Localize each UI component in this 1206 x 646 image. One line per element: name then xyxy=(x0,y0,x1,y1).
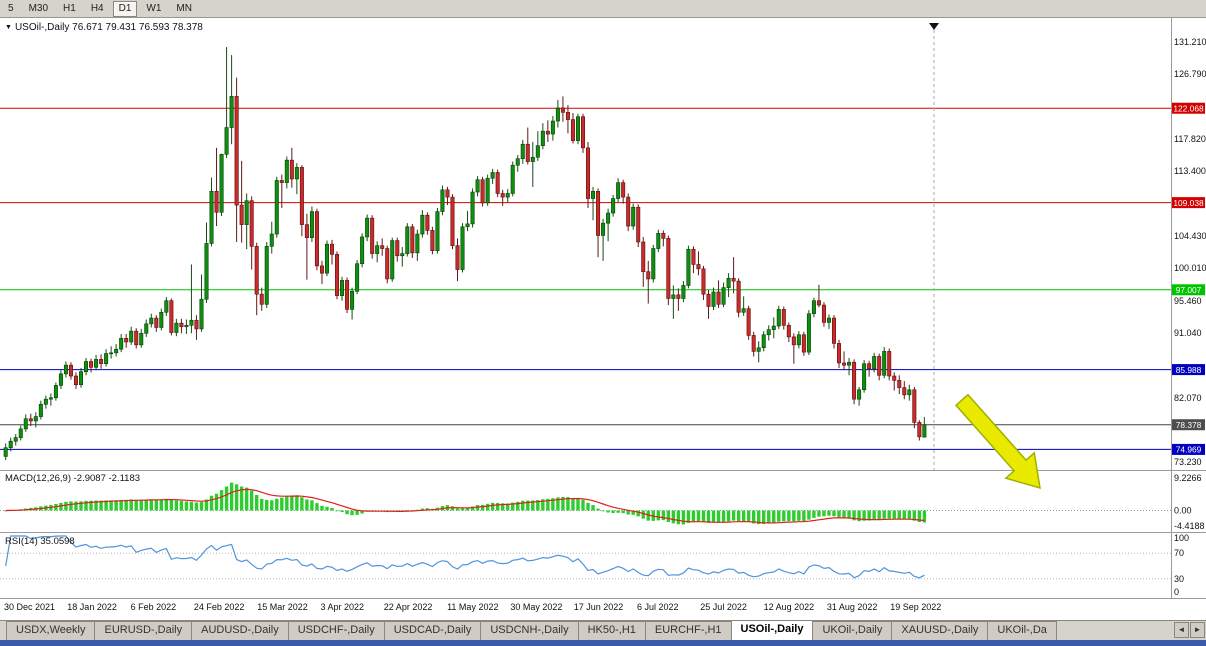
rsi-axis-label: 30 xyxy=(1174,574,1184,584)
macd-axis-label: 9.2266 xyxy=(1174,473,1202,483)
date-label: 11 May 2022 xyxy=(447,602,498,612)
date-label: 31 Aug 2022 xyxy=(827,602,878,612)
price-label-chip xyxy=(1172,443,1205,455)
date-label: 30 May 2022 xyxy=(510,602,562,612)
rsi-caption: RSI(14) 35.0598 xyxy=(5,536,75,547)
macd-axis-label: 0.00 xyxy=(1174,506,1192,516)
date-label: 18 Jan 2022 xyxy=(67,602,117,612)
symbol-tab-xauusd-daily[interactable]: XAUUSD-,Daily xyxy=(891,621,989,640)
y-axis-label: 95.460 xyxy=(1174,296,1202,306)
price-label-chip xyxy=(1172,284,1205,296)
timeframe-toolbar: 5 M30 H1 H4 D1 W1 MN xyxy=(0,0,1206,18)
symbol-tab-eurchf-h1[interactable]: EURCHF-,H1 xyxy=(644,621,732,640)
chart-dropdown-icon[interactable]: ▼ xyxy=(5,24,12,31)
price-label-chip xyxy=(1172,197,1205,209)
symbol-tab-ukoil-daily[interactable]: UKOil-,Daily xyxy=(812,621,893,640)
macd-signal-line xyxy=(5,488,925,524)
price-label-chip-text: 97.007 xyxy=(1176,285,1202,295)
date-label: 6 Jul 2022 xyxy=(637,602,679,612)
date-label: 3 Apr 2022 xyxy=(321,602,365,612)
timeframe-button-mn[interactable]: MN xyxy=(176,2,192,14)
y-axis-label: 82.070 xyxy=(1174,393,1202,403)
symbol-tab-usdchf-daily[interactable]: USDCHF-,Daily xyxy=(287,621,385,640)
bottom-strip xyxy=(0,640,1206,646)
price-axis: 131.210 126.790 117.820 113.400 104.430 100.0… xyxy=(1172,37,1206,597)
price-label-chip-text: 78.378 xyxy=(1176,420,1202,430)
rsi-axis-label: 0 xyxy=(1174,587,1179,597)
chart-canvas[interactable]: 131.210 126.790 117.820 113.400 104.430 100.0… xyxy=(0,18,1206,620)
y-axis-label: 126.790 xyxy=(1174,69,1206,79)
y-axis-label: 104.430 xyxy=(1174,231,1206,241)
macd-panel xyxy=(0,482,1171,525)
date-label: 15 Mar 2022 xyxy=(257,602,308,612)
timeframe-button-w1[interactable]: W1 xyxy=(146,2,162,14)
date-label: 30 Dec 2021 xyxy=(4,602,55,612)
timeframe-button-m30[interactable]: M30 xyxy=(28,2,49,14)
price-label-chip-text: 85.988 xyxy=(1176,365,1202,375)
macd-axis-label: -4.4188 xyxy=(1174,521,1205,531)
tab-scroll-right-icon[interactable]: ► xyxy=(1190,622,1205,638)
y-axis-label: 113.400 xyxy=(1174,166,1206,176)
timeframe-button-d1[interactable]: D1 xyxy=(112,0,138,17)
y-axis-label: 91.040 xyxy=(1174,328,1202,338)
macd-caption: MACD(12,26,9) -2.9087 -2.1183 xyxy=(5,473,141,484)
date-label: 22 Apr 2022 xyxy=(384,602,433,612)
timeframe-button-h4[interactable]: H4 xyxy=(90,2,104,14)
price-label-chip-text: 122.068 xyxy=(1173,103,1204,113)
rsi-axis-label: 70 xyxy=(1174,548,1184,558)
price-label-chip xyxy=(1172,102,1205,114)
price-label-chip xyxy=(1172,364,1205,376)
symbol-tab-ukoil-da[interactable]: UKOil-,Da xyxy=(987,621,1057,640)
date-label: 12 Aug 2022 xyxy=(764,602,815,612)
chart-title: ▼ USOil-,Daily 76.671 79.431 76.593 78.37… xyxy=(5,22,203,33)
timeframe-button-h1[interactable]: H1 xyxy=(63,2,76,14)
symbol-tab-hk50-h1[interactable]: HK50-,H1 xyxy=(577,621,646,640)
y-axis-label: 131.210 xyxy=(1174,37,1206,47)
date-axis: 30 Dec 2021 18 Jan 2022 6 Feb 2022 24 Feb 2… xyxy=(4,602,941,612)
rsi-line xyxy=(5,535,925,579)
symbol-tab-eurusd-daily[interactable]: EURUSD-,Daily xyxy=(94,621,193,640)
chart-title-text: USOil-,Daily 76.671 79.431 76.593 78.378 xyxy=(14,22,203,33)
trend-arrow-annotation[interactable] xyxy=(954,393,1041,490)
symbol-tab-bar: USDX,Weekly EURUSD-,Daily AUDUSD-,Daily USD… xyxy=(0,620,1206,640)
chart-shift-marker-icon[interactable] xyxy=(929,23,939,30)
symbol-tab-usoil-daily[interactable]: USOil-,Daily xyxy=(730,621,814,640)
y-axis-label: 100.010 xyxy=(1174,263,1206,273)
date-label: 24 Feb 2022 xyxy=(194,602,245,612)
symbol-tab-usdcad-daily[interactable]: USDCAD-,Daily xyxy=(383,621,482,640)
tab-scroll-left-icon[interactable]: ◄ xyxy=(1174,622,1189,638)
date-label: 25 Jul 2022 xyxy=(700,602,747,612)
symbol-tab-audusd-daily[interactable]: AUDUSD-,Daily xyxy=(191,621,289,640)
date-label: 17 Jun 2022 xyxy=(574,602,624,612)
rsi-panel xyxy=(0,535,1171,580)
rsi-axis-label: 100 xyxy=(1174,533,1189,543)
tab-scroll-buttons: ◄ ► xyxy=(1174,622,1205,638)
main-price-panel xyxy=(0,23,1171,470)
date-label: 6 Feb 2022 xyxy=(131,602,177,612)
y-axis-label: 73.230 xyxy=(1174,457,1202,467)
symbol-tab-usdcnh-daily[interactable]: USDCNH-,Daily xyxy=(480,621,579,640)
timeframe-button-5[interactable]: 5 xyxy=(8,2,14,14)
price-label-chip-text: 74.969 xyxy=(1176,445,1202,455)
y-axis-label: 117.820 xyxy=(1174,134,1206,144)
symbol-tab-usdx-weekly[interactable]: USDX,Weekly xyxy=(6,621,96,640)
date-label: 19 Sep 2022 xyxy=(890,602,941,612)
price-label-chip-text: 109.038 xyxy=(1173,198,1204,208)
chart-window: 131.210 126.790 117.820 113.400 104.430 100.0… xyxy=(0,18,1206,620)
price-label-chip xyxy=(1172,419,1205,431)
candles xyxy=(3,47,927,461)
